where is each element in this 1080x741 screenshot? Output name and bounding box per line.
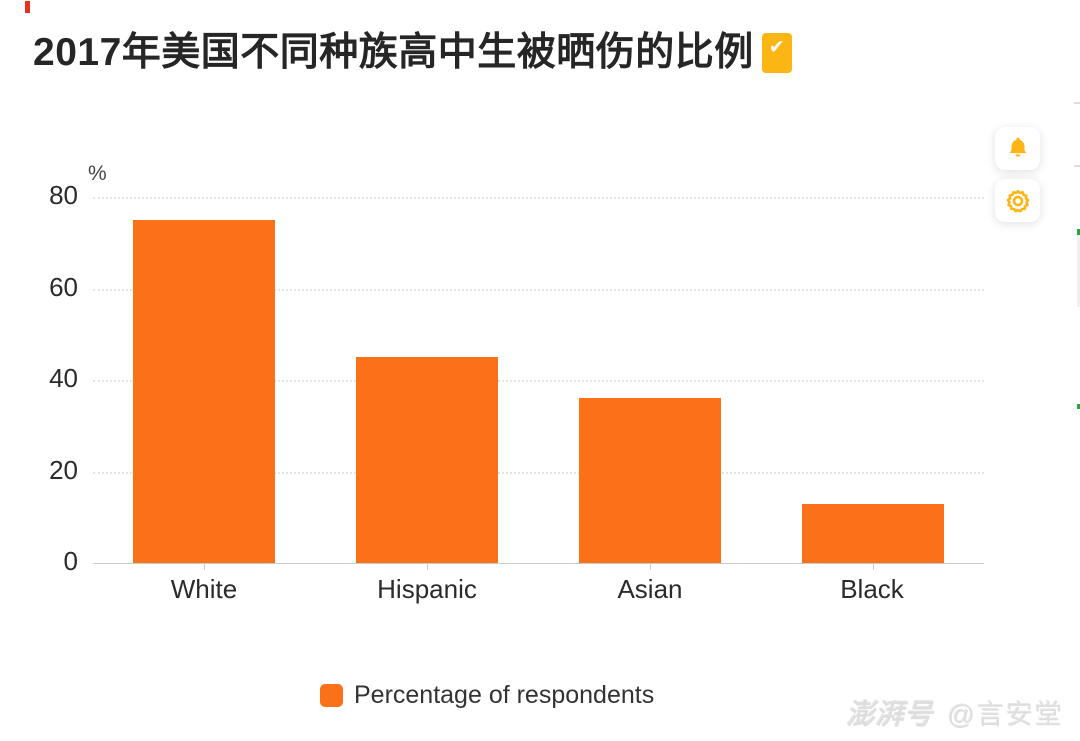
watermark-handle: @言安堂 xyxy=(947,700,1064,730)
chart-header: 2017年美国不同种族高中生被晒伤的比例 ✔ xyxy=(33,30,792,76)
settings-button[interactable] xyxy=(995,179,1040,222)
clipped-gridline-artifact xyxy=(1074,102,1080,104)
x-axis-tick xyxy=(204,564,205,570)
gridline xyxy=(93,288,984,291)
watermark: 澎湃号 @言安堂 xyxy=(847,693,1064,733)
y-axis-unit-label: % xyxy=(88,162,107,185)
watermark-brand: 澎湃号 xyxy=(846,699,934,730)
y-axis-tick-label: 60 xyxy=(49,271,78,302)
clipped-gridline-artifact xyxy=(1074,165,1080,167)
x-axis-label-asian: Asian xyxy=(617,574,683,604)
bar-white[interactable] xyxy=(133,220,275,563)
x-axis-tick xyxy=(873,564,874,570)
y-axis-tick-label: 20 xyxy=(49,454,78,485)
legend-label: Percentage of respondents xyxy=(354,681,655,709)
bar-hispanic[interactable] xyxy=(356,357,498,563)
gridline xyxy=(93,380,984,382)
x-axis-line xyxy=(93,563,984,564)
x-axis-label-hispanic: Hispanic xyxy=(377,574,477,604)
gear-icon xyxy=(1004,187,1032,215)
bar-black[interactable] xyxy=(802,504,944,563)
x-axis-label-white: White xyxy=(170,574,238,604)
notifications-button[interactable] xyxy=(995,127,1040,170)
clipped-green-artifact xyxy=(1077,229,1080,235)
verified-check-badge: ✔ xyxy=(761,33,792,73)
page-title: 2017年美国不同种族高中生被晒伤的比例 xyxy=(33,31,754,74)
x-axis-label-black: Black xyxy=(840,574,904,604)
bell-icon xyxy=(1005,136,1031,162)
y-axis-tick-label: 40 xyxy=(49,363,78,393)
chart-legend[interactable]: Percentage of respondents xyxy=(320,681,654,710)
x-axis-tick xyxy=(427,564,428,570)
y-axis-tick-label: 80 xyxy=(49,180,78,210)
legend-swatch xyxy=(320,684,343,707)
gridline xyxy=(93,471,984,474)
bar-asian[interactable] xyxy=(579,398,721,563)
clipped-green-artifact xyxy=(1077,404,1080,409)
red-cursor-artifact xyxy=(25,1,30,13)
gridline xyxy=(93,197,984,199)
y-axis-tick-label: 0 xyxy=(63,546,78,576)
clipped-scrollbar-artifact xyxy=(1077,235,1080,307)
x-axis-tick xyxy=(650,564,651,570)
